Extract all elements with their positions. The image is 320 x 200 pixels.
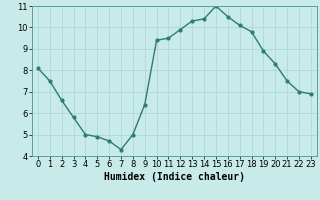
- X-axis label: Humidex (Indice chaleur): Humidex (Indice chaleur): [104, 172, 245, 182]
